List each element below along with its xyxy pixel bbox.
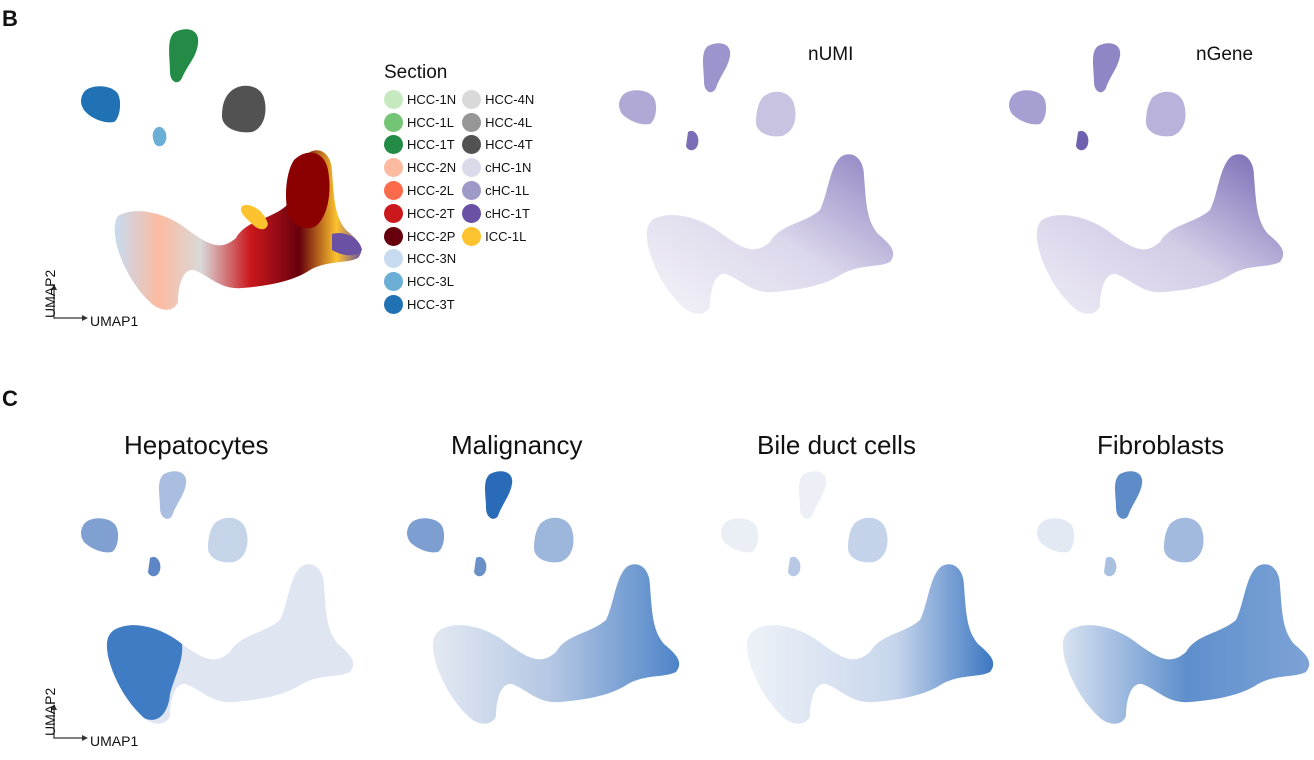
title-malignancy: Malignancy bbox=[451, 430, 583, 460]
legend-swatch bbox=[384, 89, 403, 109]
legend-label: HCC-2L bbox=[407, 183, 454, 199]
cluster-icc bbox=[240, 204, 268, 230]
legend-label: HCC-4L bbox=[485, 114, 533, 130]
legend-item: HCC-4L bbox=[462, 111, 534, 134]
legend-item: HCC-2L bbox=[384, 179, 456, 202]
legend-label: HCC-2T bbox=[407, 205, 455, 221]
legend-label: HCC-4N bbox=[485, 91, 535, 107]
legend-item: cHC-1N bbox=[462, 156, 534, 179]
legend-label: cHC-1L bbox=[485, 183, 530, 199]
cluster-left bbox=[1009, 90, 1047, 125]
numi-title: nUMI bbox=[808, 44, 854, 65]
legend-label: HCC-2P bbox=[407, 228, 456, 244]
legend-swatch bbox=[462, 135, 482, 155]
panel-c-label: C bbox=[2, 386, 18, 411]
cluster-small bbox=[1076, 130, 1089, 151]
legend-swatch bbox=[462, 158, 482, 178]
legend-swatch bbox=[462, 181, 482, 201]
legend-label: HCC-1L bbox=[407, 114, 454, 130]
cluster-small bbox=[686, 130, 699, 151]
cluster-grey bbox=[756, 91, 796, 137]
cluster-main bbox=[1036, 154, 1284, 314]
legend-swatch bbox=[462, 89, 482, 109]
cluster-hcc4 bbox=[222, 85, 266, 133]
legend-item: HCC-2N bbox=[384, 156, 456, 179]
legend-item: HCC-3L bbox=[384, 270, 456, 293]
legend-swatch bbox=[462, 226, 482, 246]
x-axis-label-b: UMAP1 bbox=[90, 313, 139, 329]
title-hepatocytes: Hepatocytes bbox=[124, 430, 269, 460]
legend-item: HCC-2T bbox=[384, 202, 456, 225]
cluster-top bbox=[703, 43, 731, 93]
legend-swatch bbox=[384, 272, 403, 292]
ngene-title: nGene bbox=[1196, 44, 1254, 65]
legend-swatch bbox=[384, 226, 403, 246]
umap-malignancy-plot bbox=[400, 470, 690, 730]
cluster-chc bbox=[332, 232, 362, 256]
legend-label: cHC-1N bbox=[485, 160, 532, 176]
legend-label: HCC-3N bbox=[407, 251, 457, 267]
legend-item: HCC-1T bbox=[384, 134, 456, 157]
umap-section-plot bbox=[70, 20, 370, 320]
legend-swatch bbox=[384, 135, 403, 155]
legend-swatch bbox=[384, 112, 403, 132]
y-axis-label-c: UMAP2 bbox=[42, 687, 58, 736]
legend-column-2: HCC-4N HCC-4L HCC-4T cHC-1N cHC-1L cHC-1T ICC-… bbox=[462, 88, 534, 316]
legend-swatch bbox=[384, 203, 403, 223]
legend-swatch bbox=[384, 295, 403, 315]
legend-swatch bbox=[384, 249, 403, 269]
umap-bile-duct-plot bbox=[714, 470, 1004, 730]
x-axis-label-c: UMAP1 bbox=[90, 733, 139, 749]
section-legend: Section HCC-1N HCC-1L HCC-1T HCC-2N HCC-2L HC… bbox=[384, 62, 584, 316]
legend-label: HCC-2N bbox=[407, 160, 457, 176]
legend-swatch bbox=[462, 112, 482, 132]
legend-label: HCC-1T bbox=[407, 137, 455, 153]
legend-label: HCC-3T bbox=[407, 297, 455, 313]
umap-fibroblasts-plot bbox=[1030, 470, 1314, 730]
cluster-grey bbox=[1146, 91, 1186, 137]
legend-label: HCC-1N bbox=[407, 91, 457, 107]
cluster-hcc3l bbox=[152, 126, 167, 147]
panel-b-label: B bbox=[2, 6, 18, 31]
legend-swatch bbox=[384, 158, 403, 178]
legend-item: cHC-1L bbox=[462, 179, 534, 202]
umap-ngene-plot bbox=[1000, 36, 1290, 336]
cluster-hcc1 bbox=[169, 29, 199, 83]
legend-item: HCC-1N bbox=[384, 88, 456, 111]
legend-item: HCC-4N bbox=[462, 88, 534, 111]
legend-title: Section bbox=[384, 62, 448, 83]
legend-item: HCC-2P bbox=[384, 225, 456, 248]
cluster-main bbox=[646, 154, 894, 314]
legend-label: cHC-1T bbox=[485, 205, 530, 221]
legend-label: HCC-4T bbox=[485, 137, 533, 153]
legend-item: HCC-1L bbox=[384, 111, 456, 134]
cluster-darkred bbox=[286, 152, 330, 229]
title-bile-duct-cells: Bile duct cells bbox=[757, 430, 916, 460]
cluster-left bbox=[619, 90, 657, 125]
legend-item: ICC-1L bbox=[462, 225, 534, 248]
legend-item: HCC-3T bbox=[384, 293, 456, 316]
umap-numi-plot bbox=[610, 36, 900, 336]
legend-column-1: HCC-1N HCC-1L HCC-1T HCC-2N HCC-2L HCC-2T HCC-… bbox=[384, 88, 456, 316]
umap-hepatocytes-plot bbox=[74, 470, 364, 730]
legend-item: cHC-1T bbox=[462, 202, 534, 225]
legend-item: HCC-4T bbox=[462, 134, 534, 157]
legend-swatch bbox=[384, 181, 403, 201]
cluster-hcc3 bbox=[81, 86, 121, 123]
title-fibroblasts: Fibroblasts bbox=[1097, 430, 1225, 460]
legend-label: HCC-3L bbox=[407, 274, 454, 290]
cluster-top bbox=[1093, 43, 1121, 93]
y-axis-label-b: UMAP2 bbox=[42, 269, 58, 318]
legend-item: HCC-3N bbox=[384, 248, 456, 271]
legend-swatch bbox=[462, 203, 482, 223]
legend-label: ICC-1L bbox=[485, 228, 527, 244]
